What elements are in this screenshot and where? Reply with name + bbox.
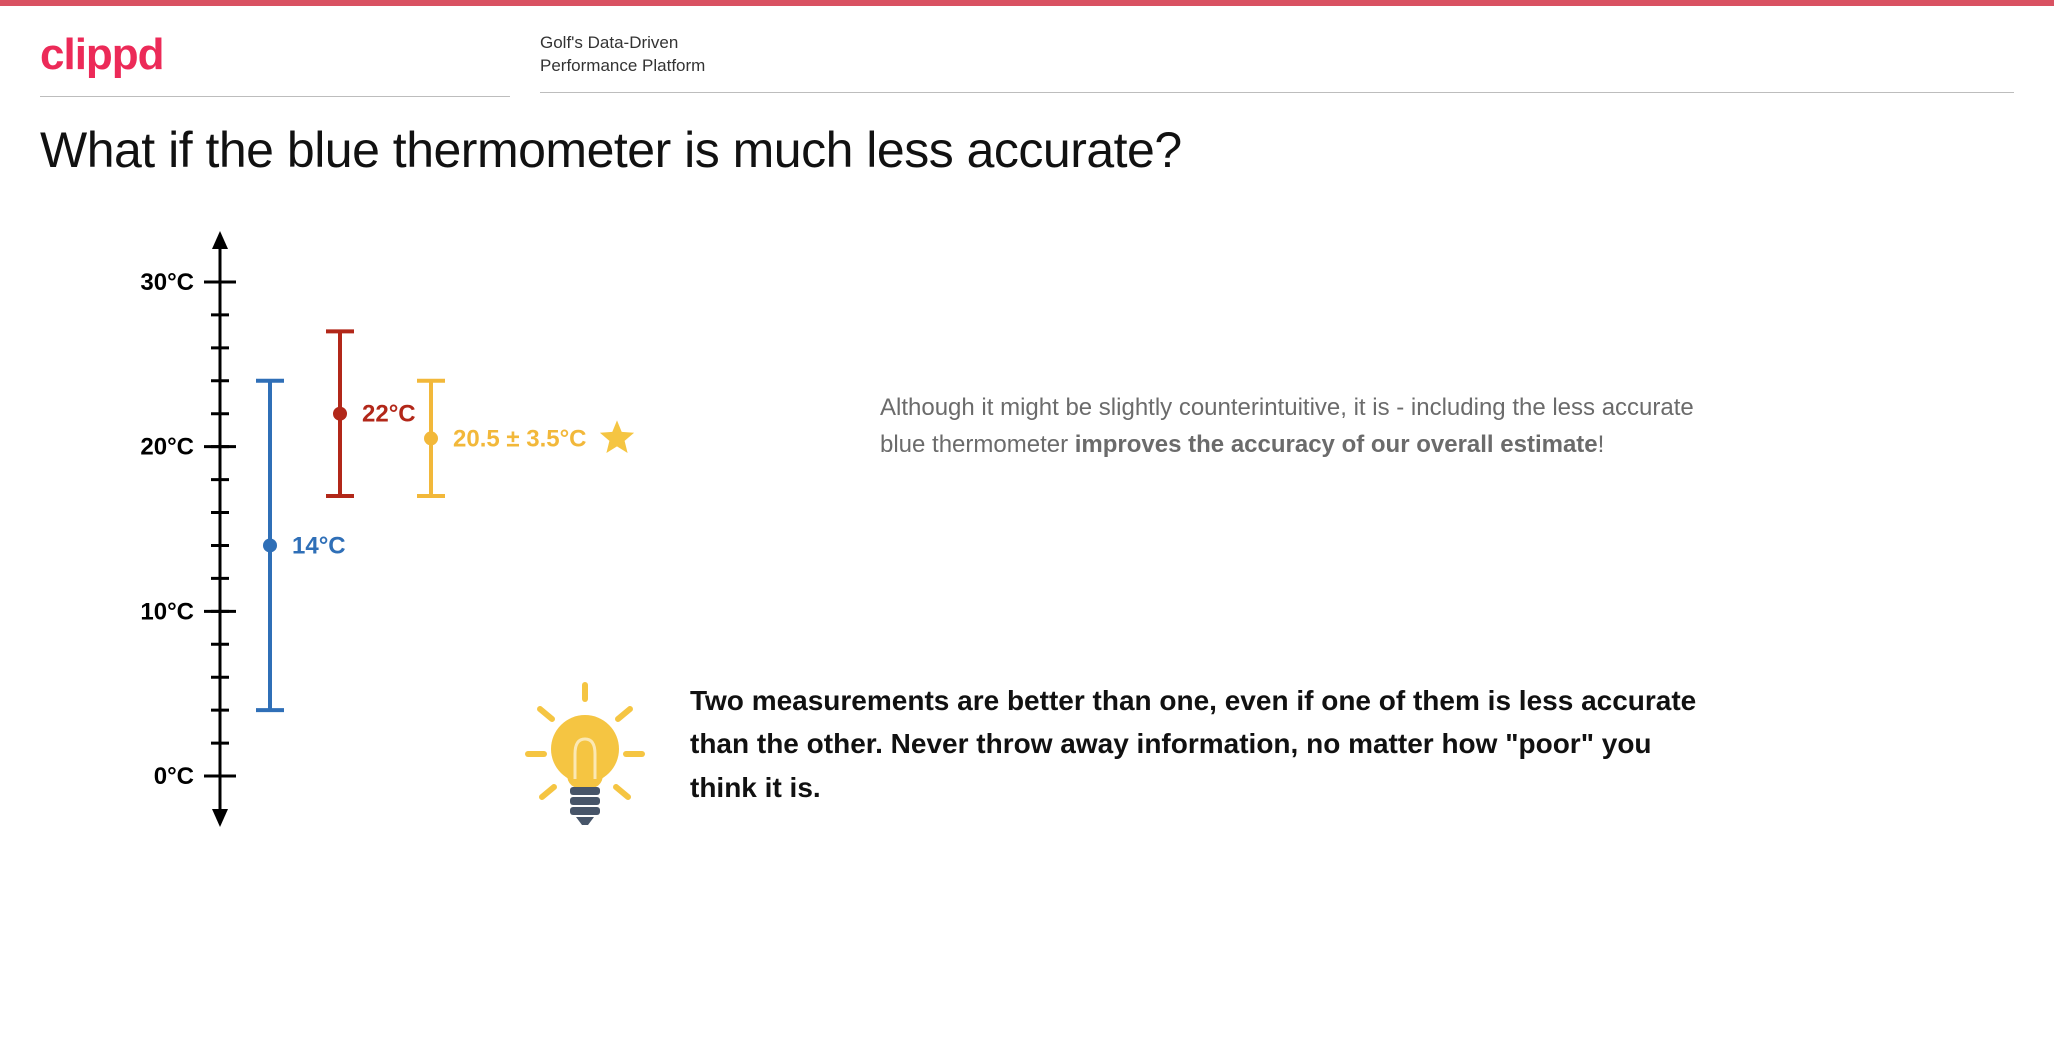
content: 0°C 10°C 20°C 30°C 14°C 22°C 20.5 ± 3.5°C Two …: [0, 189, 2054, 849]
svg-text:22°C: 22°C: [362, 401, 416, 428]
logo: clippd: [40, 30, 510, 80]
tagline-line1: Golf's Data-Driven: [540, 32, 2014, 55]
svg-text:20.5 ± 3.5°C: 20.5 ± 3.5°C: [453, 425, 587, 452]
svg-text:30°C: 30°C: [140, 269, 194, 296]
logo-block: clippd: [40, 24, 510, 97]
svg-text:10°C: 10°C: [140, 598, 194, 625]
page-title: What if the blue thermometer is much les…: [0, 97, 2054, 189]
header: clippd Golf's Data-Driven Performance Pl…: [0, 6, 2054, 97]
explain-bold: improves the accuracy of our overall est…: [1075, 431, 1598, 458]
svg-text:20°C: 20°C: [140, 434, 194, 461]
explain-suffix: !: [1598, 431, 1605, 458]
chart: 0°C10°C20°C30°C14°C22°C20.5 ± 3.5°C Two …: [120, 229, 840, 849]
tagline: Golf's Data-Driven Performance Platform: [540, 24, 2014, 93]
takeaway-text: Two measurements are better than one, ev…: [690, 679, 1710, 809]
takeaway-block: Two measurements are better than one, ev…: [520, 679, 1920, 829]
svg-text:0°C: 0°C: [154, 763, 194, 790]
lightbulb-icon: [520, 679, 650, 829]
svg-text:14°C: 14°C: [292, 532, 346, 559]
tagline-line2: Performance Platform: [540, 55, 2014, 78]
